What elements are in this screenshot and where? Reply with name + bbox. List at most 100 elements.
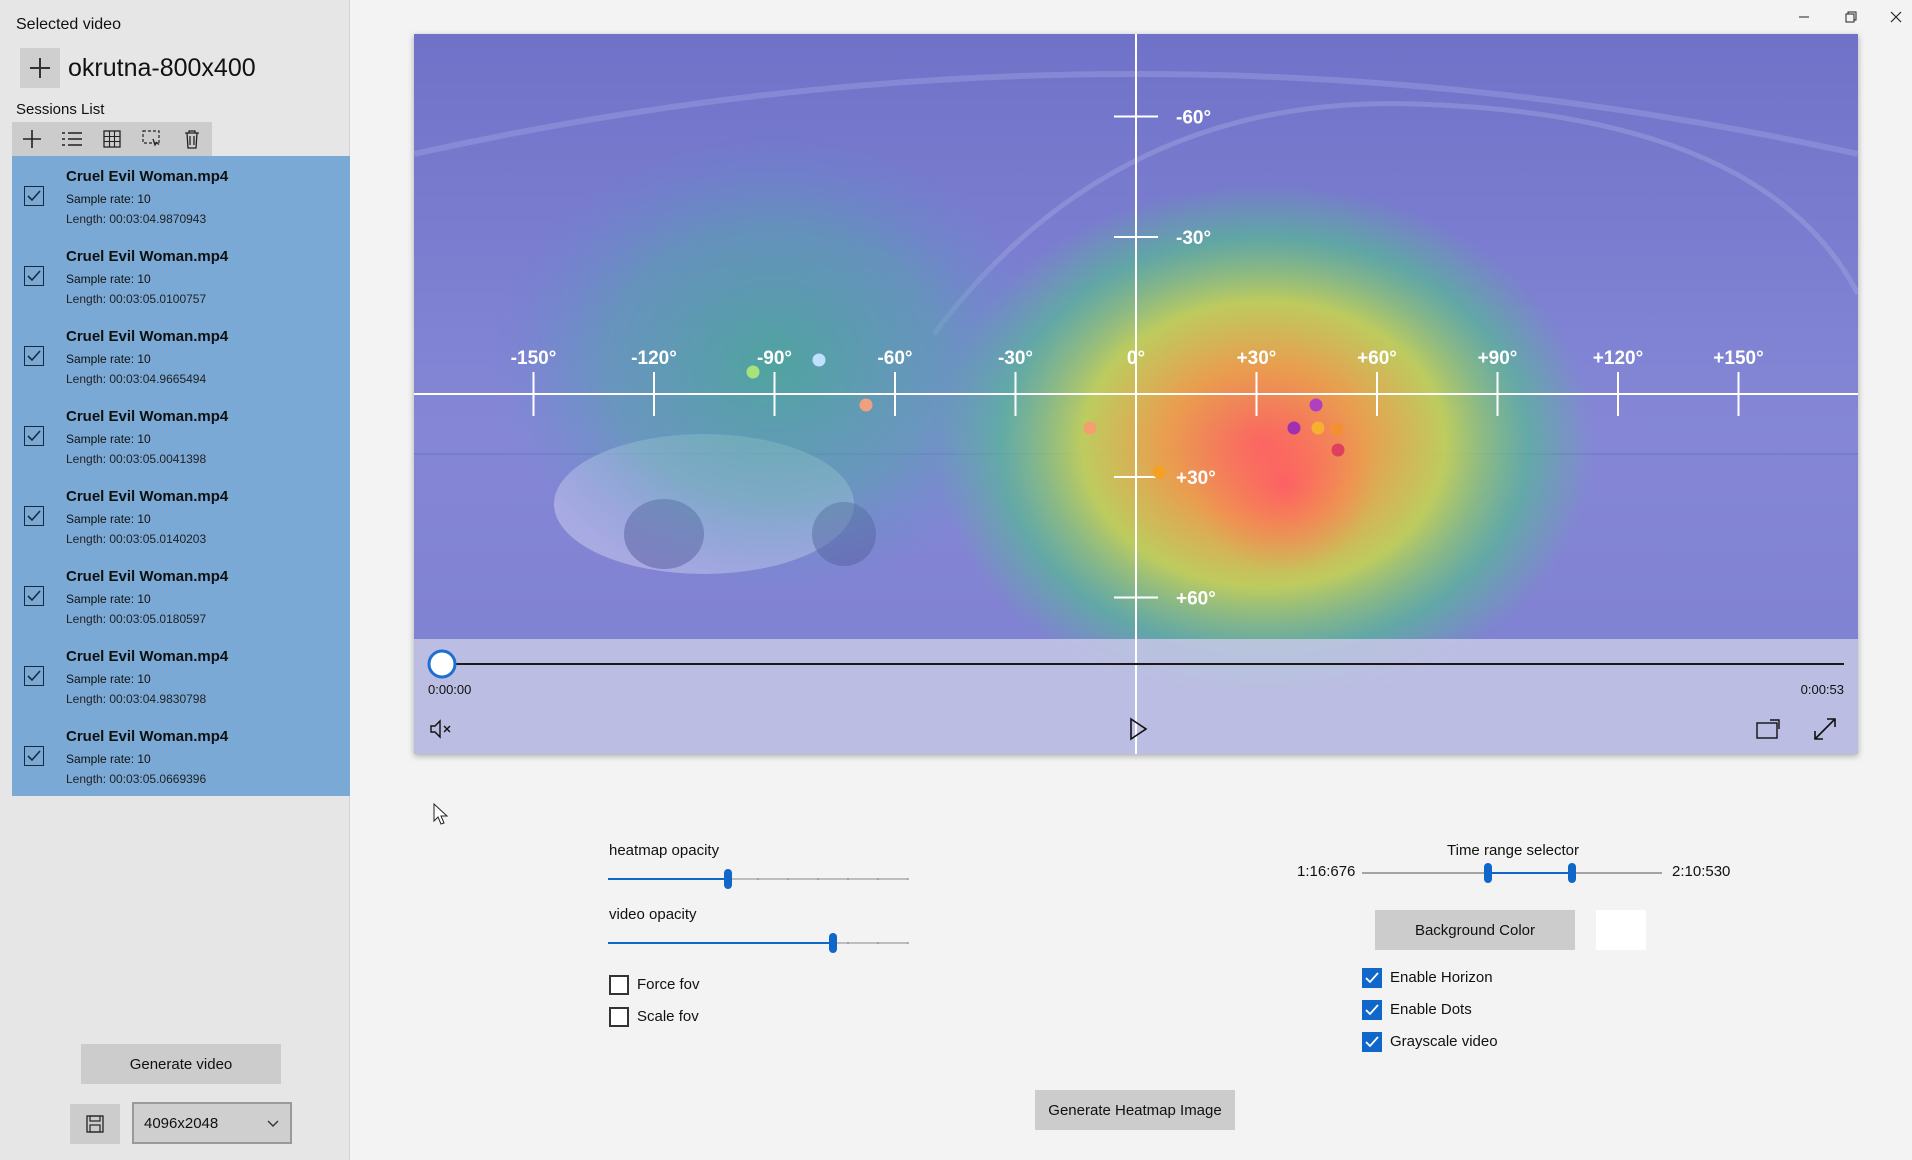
check-icon [27, 190, 41, 202]
session-checkbox[interactable] [24, 746, 44, 766]
session-checkbox[interactable] [24, 666, 44, 686]
grayscale-checkbox[interactable] [1362, 1032, 1382, 1052]
heatmap-opacity-slider[interactable] [608, 867, 910, 891]
cast-button[interactable] [1754, 716, 1782, 742]
session-title: Cruel Evil Woman.mp4 [66, 488, 229, 505]
close-button[interactable] [1881, 6, 1911, 28]
horizon-tick-label: -150° [511, 348, 557, 369]
force-fov-label: Force fov [637, 976, 700, 993]
horizon-tick-label: -120° [631, 348, 677, 369]
session-sample-rate: Sample rate: 10 [66, 272, 151, 286]
select-sessions-button[interactable] [132, 122, 172, 156]
gaze-dot [1309, 398, 1323, 412]
session-checkbox[interactable] [24, 266, 44, 286]
gaze-dot [1311, 421, 1325, 435]
session-toolbar [12, 122, 212, 156]
background-color-button[interactable]: Background Color [1375, 910, 1575, 950]
muted-speaker-icon [430, 719, 451, 739]
vertical-tick-label: -60° [1176, 108, 1211, 129]
session-checkbox[interactable] [24, 426, 44, 446]
session-length: Length: 00:03:04.9665494 [66, 372, 207, 386]
session-list[interactable]: Cruel Evil Woman.mp4 Sample rate: 10 Len… [12, 156, 350, 796]
gaze-dot [812, 353, 826, 367]
mute-button[interactable] [428, 716, 454, 742]
time-range-slider[interactable] [1362, 861, 1662, 885]
session-checkbox[interactable] [24, 586, 44, 606]
session-item[interactable]: Cruel Evil Woman.mp4 Sample rate: 10 Len… [12, 236, 350, 316]
add-video-button[interactable] [20, 48, 60, 88]
seek-bar[interactable] [414, 34, 1858, 754]
background-color-swatch[interactable] [1596, 910, 1646, 950]
horizon-tick-label: +150° [1713, 348, 1763, 369]
session-checkbox[interactable] [24, 346, 44, 366]
sessions-list-label: Sessions List [16, 101, 105, 118]
gaze-dot [1287, 421, 1301, 435]
session-sample-rate: Sample rate: 10 [66, 672, 151, 686]
session-checkbox[interactable] [24, 506, 44, 526]
horizon-tick-label: +120° [1593, 348, 1643, 369]
grid-icon [103, 130, 121, 148]
scale-fov-checkbox[interactable] [609, 1007, 629, 1027]
current-time: 0:00:00 [428, 682, 472, 697]
check-icon [27, 750, 41, 762]
time-range-start-thumb[interactable] [1484, 863, 1492, 883]
enable-horizon-checkbox[interactable] [1362, 968, 1382, 988]
save-button[interactable] [70, 1104, 120, 1144]
session-title: Cruel Evil Woman.mp4 [66, 648, 229, 665]
session-length: Length: 00:03:05.0100757 [66, 292, 207, 306]
horizon-tick-label: -60° [877, 348, 912, 369]
gaze-dot [1083, 421, 1097, 435]
generate-heatmap-button[interactable]: Generate Heatmap Image [1035, 1090, 1235, 1130]
check-icon [27, 350, 41, 362]
minimize-button[interactable] [1789, 6, 1819, 28]
time-range-end: 2:10:530 [1672, 863, 1731, 880]
heatmap-opacity-thumb[interactable] [724, 869, 732, 889]
session-title: Cruel Evil Woman.mp4 [66, 168, 229, 185]
time-range-end-thumb[interactable] [1568, 863, 1576, 883]
play-button[interactable] [1125, 716, 1151, 742]
horizon-tick-label: +30° [1237, 348, 1277, 369]
video-opacity-thumb[interactable] [829, 933, 837, 953]
enable-horizon-label: Enable Horizon [1390, 969, 1493, 986]
delete-session-button[interactable] [172, 122, 212, 156]
session-item[interactable]: Cruel Evil Woman.mp4 Sample rate: 10 Len… [12, 716, 350, 796]
check-icon [27, 670, 41, 682]
restore-icon [1845, 11, 1857, 23]
vertical-tick-label: +60° [1176, 589, 1216, 610]
session-checkbox[interactable] [24, 186, 44, 206]
check-icon [27, 270, 41, 282]
list-icon [62, 132, 82, 146]
video-opacity-slider[interactable] [608, 931, 910, 955]
video-opacity-label: video opacity [609, 906, 697, 923]
session-item[interactable]: Cruel Evil Woman.mp4 Sample rate: 10 Len… [12, 316, 350, 396]
session-item[interactable]: Cruel Evil Woman.mp4 Sample rate: 10 Len… [12, 476, 350, 556]
force-fov-checkbox[interactable] [609, 975, 629, 995]
check-icon [27, 590, 41, 602]
check-icon [1365, 1036, 1379, 1048]
seek-thumb[interactable] [427, 649, 457, 679]
restore-button[interactable] [1836, 6, 1866, 28]
session-item[interactable]: Cruel Evil Woman.mp4 Sample rate: 10 Len… [12, 396, 350, 476]
resolution-select[interactable]: 4096x2048 [132, 1102, 292, 1144]
horizon-tick-label: 0° [1127, 348, 1145, 369]
gaze-dot [859, 398, 873, 412]
session-item[interactable]: Cruel Evil Woman.mp4 Sample rate: 10 Len… [12, 156, 350, 236]
vertical-tick-label: -30° [1176, 228, 1211, 249]
add-session-button[interactable] [12, 122, 52, 156]
session-item[interactable]: Cruel Evil Woman.mp4 Sample rate: 10 Len… [12, 556, 350, 636]
list-view-button[interactable] [52, 122, 92, 156]
selected-video-label: Selected video [16, 16, 121, 33]
session-sample-rate: Sample rate: 10 [66, 352, 151, 366]
session-item[interactable]: Cruel Evil Woman.mp4 Sample rate: 10 Len… [12, 636, 350, 716]
session-length: Length: 00:03:04.9870943 [66, 212, 207, 226]
grid-view-button[interactable] [92, 122, 132, 156]
video-player[interactable]: -150° -120° -90° -60° -30° 0° +30° +60° +90° +120… [414, 34, 1858, 754]
grayscale-label: Grayscale video [1390, 1033, 1498, 1050]
session-title: Cruel Evil Woman.mp4 [66, 568, 229, 585]
fullscreen-button[interactable] [1812, 716, 1838, 742]
session-sample-rate: Sample rate: 10 [66, 512, 151, 526]
session-title: Cruel Evil Woman.mp4 [66, 728, 229, 745]
generate-video-button[interactable]: Generate video [81, 1044, 281, 1084]
enable-dots-checkbox[interactable] [1362, 1000, 1382, 1020]
session-title: Cruel Evil Woman.mp4 [66, 408, 229, 425]
